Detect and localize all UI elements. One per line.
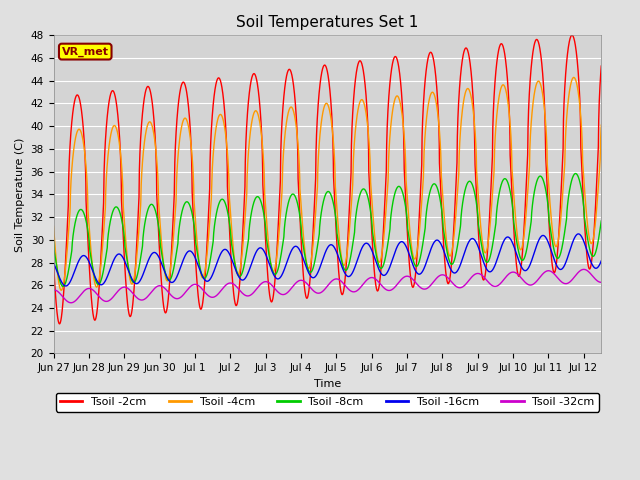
Y-axis label: Soil Temperature (C): Soil Temperature (C): [15, 137, 25, 252]
Title: Soil Temperatures Set 1: Soil Temperatures Set 1: [236, 15, 419, 30]
X-axis label: Time: Time: [314, 379, 341, 389]
Legend: Tsoil -2cm, Tsoil -4cm, Tsoil -8cm, Tsoil -16cm, Tsoil -32cm: Tsoil -2cm, Tsoil -4cm, Tsoil -8cm, Tsoi…: [56, 393, 599, 411]
Text: VR_met: VR_met: [61, 47, 109, 57]
